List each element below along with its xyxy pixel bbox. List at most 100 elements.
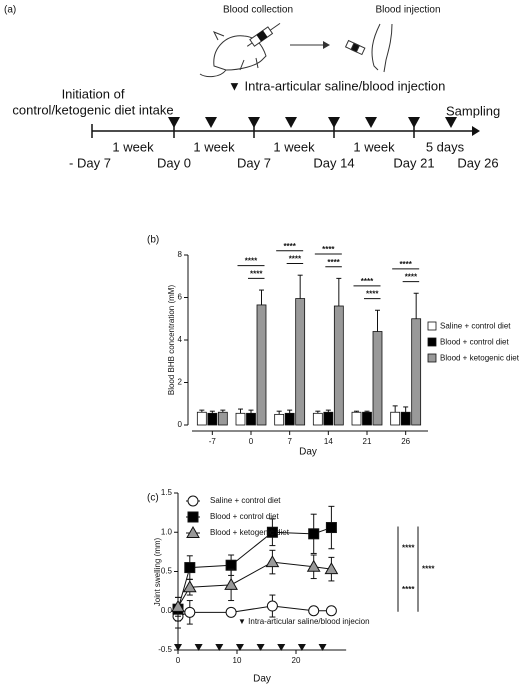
bar [284,412,295,426]
y-axis-label: Joint swelling (mm) [153,537,162,606]
y-tick-label: 0.0 [161,606,173,615]
legend-label: Blood + ketogenic diet [210,528,290,537]
y-tick-label: 8 [178,250,183,259]
injection-marker [235,644,244,651]
y-tick-label: 4 [178,335,183,344]
y-tick-label: 6 [178,293,183,302]
x-tick-label: 0 [249,437,254,446]
bar [217,411,228,426]
x-tick-label: -7 [209,437,217,446]
marker [184,562,196,574]
significance-label: **** [289,255,302,264]
bar [246,412,256,426]
syringe-icon [246,22,281,47]
bar [351,411,362,426]
day-label: Day 21 [393,155,434,170]
injection-marker [318,644,327,651]
x-tick-label: 0 [176,656,181,665]
significance-label: **** [405,273,418,282]
marker [308,528,320,540]
bar [323,411,334,426]
marker [225,606,237,618]
y-tick-label: 2 [178,378,183,387]
significance-label: **** [361,277,374,286]
y-tick-label: 0.5 [161,567,173,576]
injection-marker [215,644,224,651]
x-tick-label: 26 [401,437,410,446]
panel-label: (c) [147,493,159,504]
injection-marker [297,644,306,651]
y-tick-label: -0.5 [158,645,172,654]
significance-label: **** [245,257,258,266]
interval-label: 1 week [273,139,315,154]
initiation-label: Initiation of [62,86,125,101]
bar [400,411,411,426]
legend-label: Blood + control diet [440,338,509,347]
significance-label: **** [283,242,296,251]
panel-label: (b) [147,235,159,246]
marker [266,600,278,612]
legend-label: Saline + control diet [440,322,511,331]
y-axis-label: Blood BHB concentration (mM) [167,285,176,396]
marker [306,559,321,572]
x-axis-label: Day [299,447,317,458]
significance-label: **** [399,260,412,269]
legend-swatch [427,321,437,331]
y-tick-label: 0 [178,420,183,429]
injection-markers [168,117,457,128]
step-label: Blood collection [223,5,293,16]
legend-swatch [427,353,437,363]
legend-label: Saline + control diet [210,496,281,505]
bar [295,298,306,426]
legend-label: Blood + control diet [210,512,279,521]
significance-label: **** [402,585,415,594]
timeline-axis [91,124,480,138]
bar [207,412,218,426]
panel-label: (a) [4,5,16,16]
x-tick-label: 7 [287,437,292,446]
injection-label: ▼ Intra-articular saline/blood injecion [238,617,370,626]
mouse-icon [199,31,267,78]
x-tick-label: 10 [233,656,242,665]
bar [235,412,246,426]
series-line [177,561,332,608]
bar [411,318,422,426]
significance-label: **** [422,564,435,573]
bar [274,413,285,426]
marker [325,605,337,617]
interval-label: 1 week [353,139,395,154]
bar [333,305,344,426]
bar [256,304,267,426]
legend-swatch [427,337,437,347]
bar [390,411,401,426]
injection-marker [256,644,265,651]
x-tick-label: 20 [292,656,301,665]
marker [266,526,278,538]
marker [265,555,280,568]
y-tick-label: 1.5 [161,488,173,497]
injection-marker [194,644,203,651]
bar [312,412,323,426]
significance-label: **** [250,269,263,278]
x-tick-label: 14 [324,437,333,446]
x-tick-label: 21 [363,437,372,446]
legend-marker [186,525,200,538]
legend-marker [187,495,199,507]
interval-label: 5 days [426,139,465,154]
y-tick-label: 1.0 [161,527,173,536]
legend-marker [187,511,199,523]
injection-marker [174,644,182,651]
injection-marker [277,644,286,651]
initiation-label: control/ketogenic diet intake [12,102,173,117]
interval-label: 1 week [193,139,235,154]
series-line [177,527,332,610]
marker [325,522,337,534]
significance-label: **** [322,245,335,254]
marker [224,577,238,590]
day-label: Day 26 [457,155,498,170]
bar [372,331,383,426]
significance-label: **** [327,258,340,267]
significance-label: **** [366,290,379,299]
